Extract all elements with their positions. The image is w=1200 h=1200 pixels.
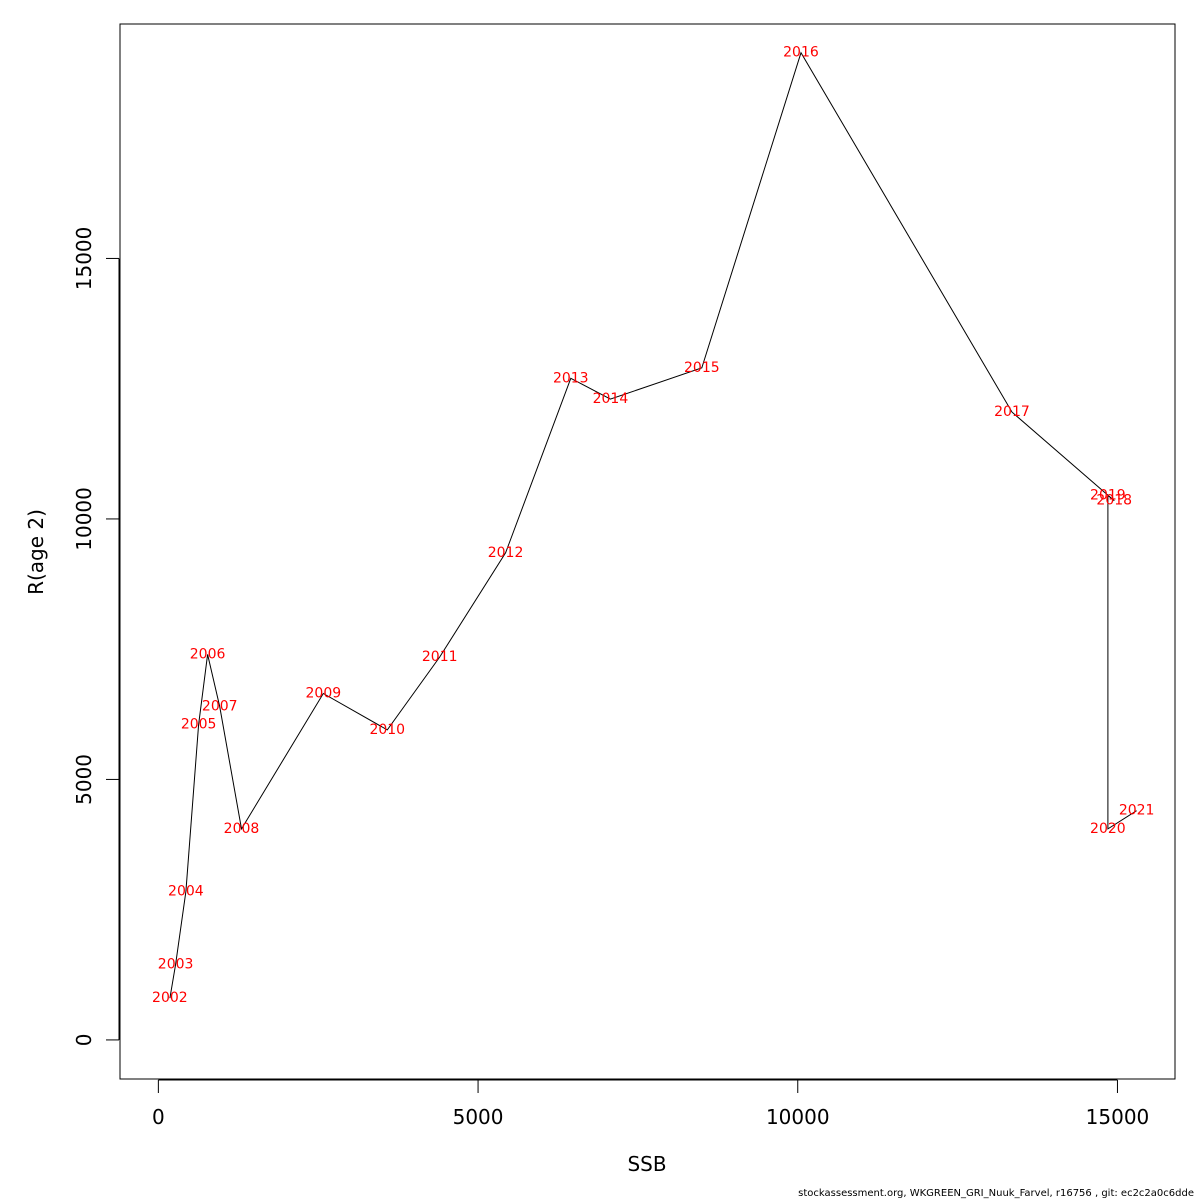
point-label-2014: 2014	[593, 391, 629, 407]
series-line	[169, 51, 1137, 999]
y-tick-label: 10000	[72, 487, 96, 551]
x-axis-title: SSB	[627, 1152, 666, 1176]
x-tick-label: 0	[152, 1105, 165, 1129]
point-label-2006: 2006	[190, 646, 226, 662]
plot-frame	[119, 23, 1176, 1080]
point-label-2020: 2020	[1090, 821, 1126, 837]
y-axis: 0 5000 10000 15000	[72, 227, 120, 1047]
point-label-2015: 2015	[684, 360, 720, 376]
point-label-2008: 2008	[224, 821, 260, 837]
point-label-2010: 2010	[369, 722, 405, 738]
point-label-2004: 2004	[168, 883, 204, 899]
point-label-2003: 2003	[158, 956, 194, 972]
point-label-2011: 2011	[422, 649, 458, 665]
point-label-2007: 2007	[202, 698, 238, 714]
y-tick-label: 15000	[72, 227, 96, 291]
y-tick-label: 0	[72, 1034, 96, 1047]
point-label-2013: 2013	[553, 370, 589, 386]
footer-credit: stockassessment.org, WKGREEN_GRI_Nuuk_Fa…	[798, 1188, 1194, 1199]
point-label-2019: 2019	[1090, 487, 1126, 503]
point-label-2012: 2012	[488, 545, 524, 561]
x-tick-label: 5000	[453, 1105, 504, 1129]
y-tick-label: 5000	[72, 754, 96, 805]
y-axis-title: R(age 2)	[24, 509, 48, 595]
point-label-2009: 2009	[306, 685, 342, 701]
point-label-2021: 2021	[1119, 803, 1155, 819]
point-label-2017: 2017	[994, 404, 1030, 420]
point-label-2018: 2018	[1096, 493, 1132, 509]
x-axis: 0 5000 10000 15000	[152, 1079, 1150, 1129]
point-label-2016: 2016	[783, 45, 819, 61]
x-tick-label: 15000	[1086, 1105, 1150, 1129]
x-tick-label: 10000	[766, 1105, 830, 1129]
point-label-2002: 2002	[152, 990, 188, 1006]
point-label-2005: 2005	[181, 717, 217, 733]
point-labels: 2002 2003 2004 2005 2006 2007 2008 2009 2010 2011…	[152, 45, 1154, 1007]
